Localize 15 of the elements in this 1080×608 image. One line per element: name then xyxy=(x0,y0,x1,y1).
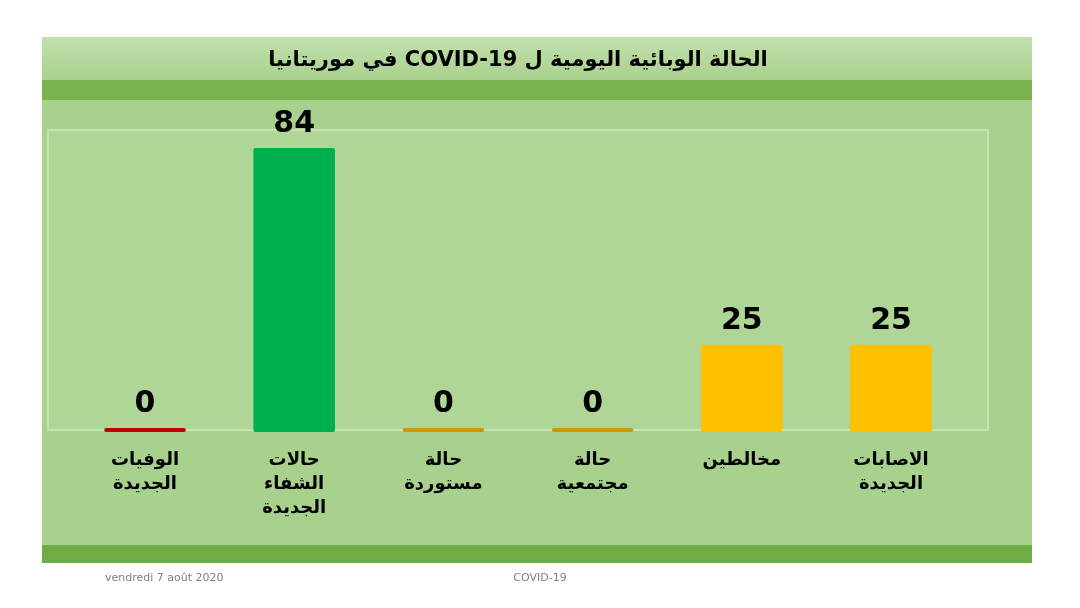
data-label: 0 xyxy=(432,384,454,419)
chart-title: الحالة الوبائية اليومية ل COVID-19 في موريتانيا xyxy=(268,47,768,71)
x-tick-label: حالات الشفاء الجديدة xyxy=(262,447,327,517)
x-tick-label: مخالطين xyxy=(702,447,782,470)
x-tick-label: حالة مجتمعية xyxy=(556,447,629,493)
x-tick-label: الوفيات الجديدة xyxy=(110,447,180,493)
data-label: 25 xyxy=(720,300,763,336)
x-tick-label: حالة مستوردة xyxy=(404,447,483,494)
text: vendredi 7 août 2020 xyxy=(105,571,224,584)
data-label: 25 xyxy=(870,300,912,336)
data-label: 0 xyxy=(134,384,156,419)
data-label: 84 xyxy=(273,104,316,139)
x-tick-label: الاصابات الجديدة xyxy=(853,447,929,493)
text: COVID-19 xyxy=(513,571,567,584)
data-label: 0 xyxy=(582,384,604,419)
